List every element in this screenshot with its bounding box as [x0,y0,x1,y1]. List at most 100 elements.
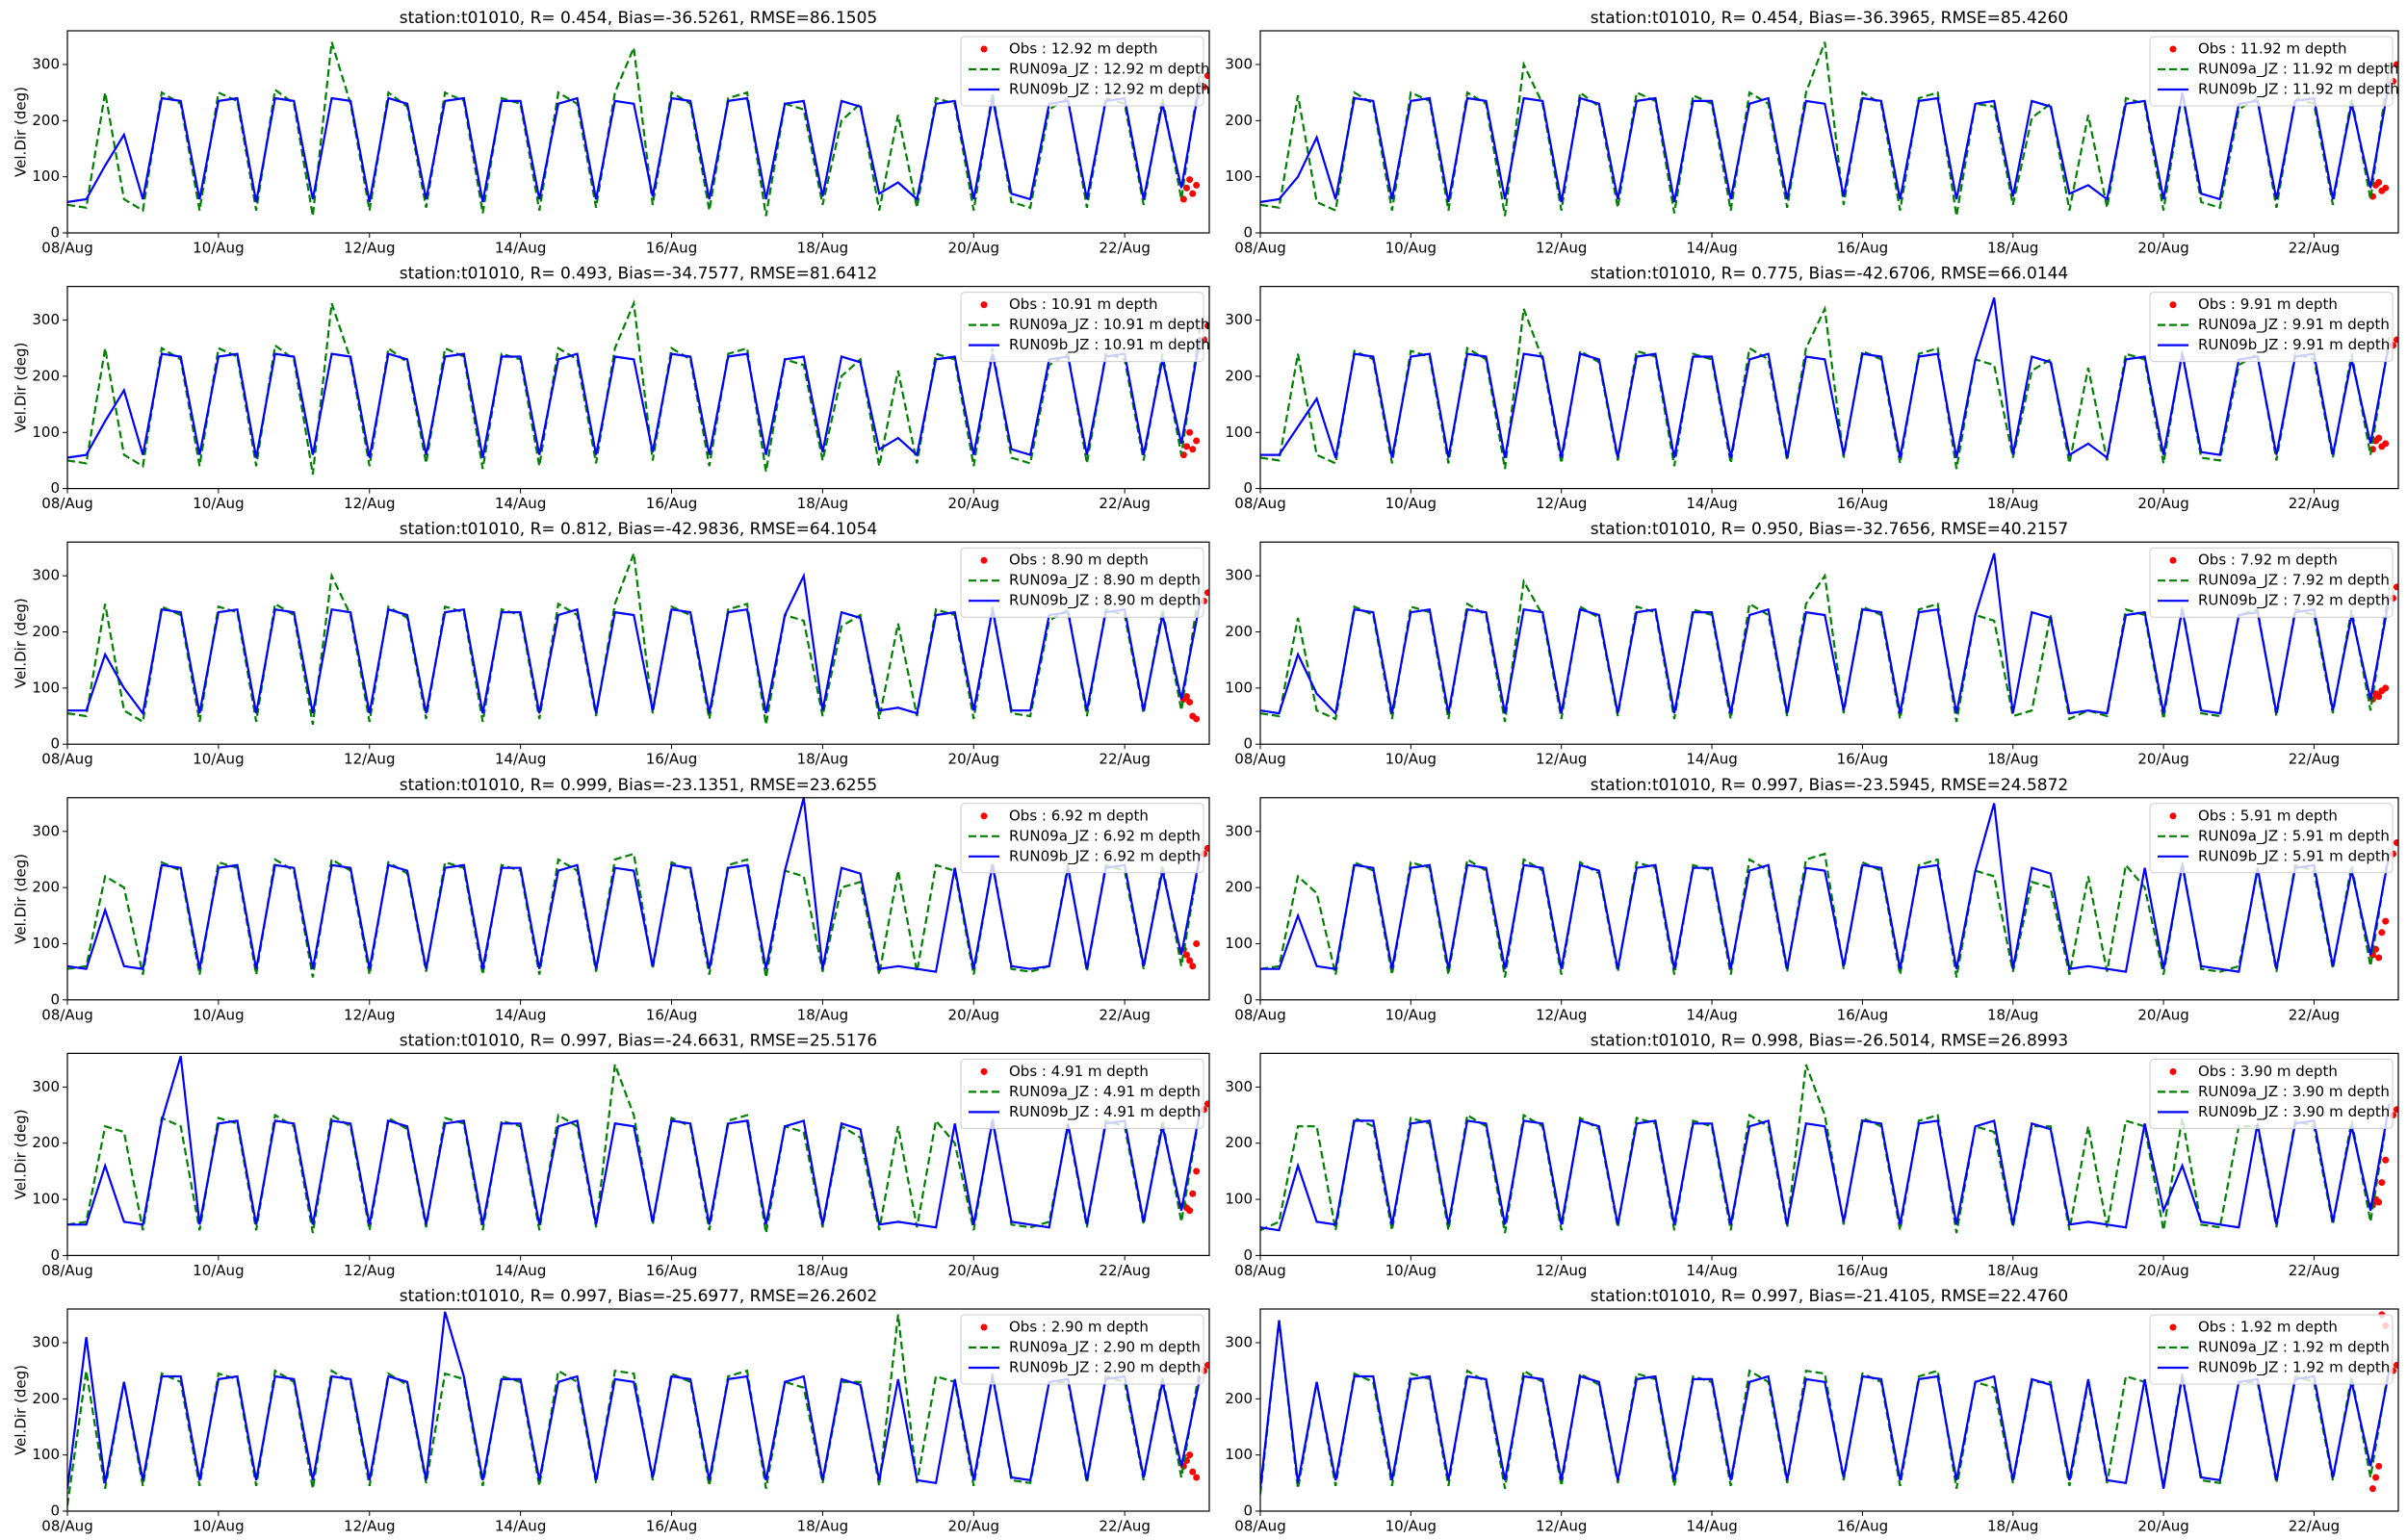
x-tick-label: 14/Aug [495,495,546,512]
y-tick-label: 100 [1225,424,1253,441]
y-tick-label: 0 [1243,224,1253,242]
plot-area [1260,41,2398,217]
y-tick-label: 300 [32,567,60,584]
legend-marker [980,45,988,53]
plot-area [67,41,1209,217]
x-tick-label: 14/Aug [1686,1006,1737,1023]
legend-box [960,1314,1204,1385]
y-tick-label: 200 [32,623,60,640]
y-axis-label: Vel.Dir (deg) [13,343,30,433]
obs-point [2372,1474,2380,1481]
y-tick-label: 200 [32,1134,60,1151]
subplot: station:t01010, R= 0.997, Bias=-23.5945,… [1225,776,2399,1023]
subplot: station:t01010, R= 0.950, Bias=-32.7656,… [1225,520,2399,768]
x-tick-label: 16/Aug [1837,240,1888,257]
y-tick-label: 100 [32,679,60,696]
x-tick-label: 08/Aug [1234,751,1285,768]
legend-label: RUN09a_JZ : 4.91 m depth [1009,1083,1201,1101]
legend-label: RUN09a_JZ : 5.91 m depth [2198,827,2390,845]
y-tick-label: 100 [32,1191,60,1208]
x-tick-label: 14/Aug [495,240,546,257]
legend-label: RUN09b_JZ : 6.92 m depth [1009,847,1201,865]
obs-point [1193,181,1201,189]
legend-label: RUN09a_JZ : 3.90 m depth [2198,1083,2390,1101]
legend-label: Obs : 11.92 m depth [2198,40,2346,58]
obs-point [2393,1106,2398,1114]
series-line [1260,848,2391,978]
x-tick-label: 22/Aug [1099,240,1150,257]
x-tick-label: 08/Aug [1234,1262,1285,1279]
obs-point [2375,434,2383,442]
y-tick-label: 0 [1243,1502,1253,1520]
subplot: station:t01010, R= 0.997, Bias=-21.4105,… [1225,1287,2399,1535]
series-line [67,41,1202,217]
x-tick-label: 08/Aug [1234,1006,1285,1023]
obs-point [1193,1474,1201,1481]
legend-label: RUN09a_JZ : 7.92 m depth [2198,572,2390,590]
axes-frame [1259,797,2399,1001]
x-tick-label: 10/Aug [1385,495,1436,512]
x-tick-label: 12/Aug [344,1518,395,1535]
obs-point [2393,61,2398,68]
series-line [1260,305,2391,470]
obs-point [1193,939,1201,947]
subplot-title: station:t01010, R= 0.997, Bias=-24.6631,… [400,1031,877,1050]
legend-marker [2169,556,2177,564]
series-line [1260,803,2391,973]
x-tick-label: 22/Aug [1099,1518,1150,1535]
y-tick-label: 100 [1225,167,1253,185]
obs-point [1189,190,1197,197]
x-tick-label: 12/Aug [344,1006,395,1023]
subplot-title: station:t01010, R= 0.997, Bias=-25.6977,… [400,1287,877,1306]
obs-point [2382,440,2390,448]
x-tick-label: 16/Aug [1837,1262,1888,1279]
obs-point [1182,443,1190,450]
y-tick-label: 300 [1225,1078,1253,1095]
plot-area [67,797,1209,978]
legend-box [960,547,1204,618]
y-tick-label: 200 [32,879,60,896]
plot-area [67,552,1209,725]
x-tick-label: 12/Aug [1536,240,1587,257]
subplot-title: station:t01010, R= 0.493, Bias=-34.7577,… [400,265,877,284]
x-tick-label: 16/Aug [1837,1518,1888,1535]
y-tick-label: 300 [32,311,60,328]
x-tick-label: 08/Aug [41,1518,92,1535]
series-line [67,852,1202,978]
obs-point [1189,1190,1197,1197]
x-tick-label: 20/Aug [2137,1518,2188,1535]
axes-frame [1259,1308,2399,1512]
x-tick-label: 08/Aug [1234,495,1285,512]
x-tick-label: 10/Aug [193,751,244,768]
axes-frame [1259,286,2399,490]
series-line [1260,1103,2391,1232]
x-tick-label: 10/Aug [1385,1262,1436,1279]
obs-point [2393,1361,2398,1369]
legend-label: Obs : 1.92 m depth [2198,1319,2338,1336]
subplot: station:t01010, R= 0.998, Bias=-26.5014,… [1225,1031,2399,1279]
subplot-title: station:t01010, R= 0.950, Bias=-32.7656,… [1591,520,2068,539]
series-line [67,1314,1202,1506]
x-tick-label: 12/Aug [344,1262,395,1279]
x-tick-label: 16/Aug [1837,1006,1888,1023]
x-tick-label: 20/Aug [2137,1262,2188,1279]
obs-point [1193,437,1201,445]
y-tick-label: 0 [50,224,60,242]
x-tick-label: 14/Aug [495,751,546,768]
obs-point [2393,838,2398,846]
legend-label: Obs : 10.91 m depth [1009,295,1157,313]
legend-label: RUN09a_JZ : 8.90 m depth [1009,572,1201,590]
axes-frame [66,30,1210,234]
obs-point [1186,428,1194,436]
x-tick-label: 22/Aug [2289,1006,2340,1023]
series-line [1260,296,2391,460]
obs-point [1204,1100,1209,1108]
y-tick-label: 100 [32,935,60,952]
legend-box [960,36,1204,107]
y-tick-label: 200 [32,112,60,129]
legend-label: Obs : 7.92 m depth [2198,552,2338,569]
x-tick-label: 20/Aug [2137,751,2188,768]
obs-point [2393,336,2398,344]
obs-point [2375,179,2383,186]
